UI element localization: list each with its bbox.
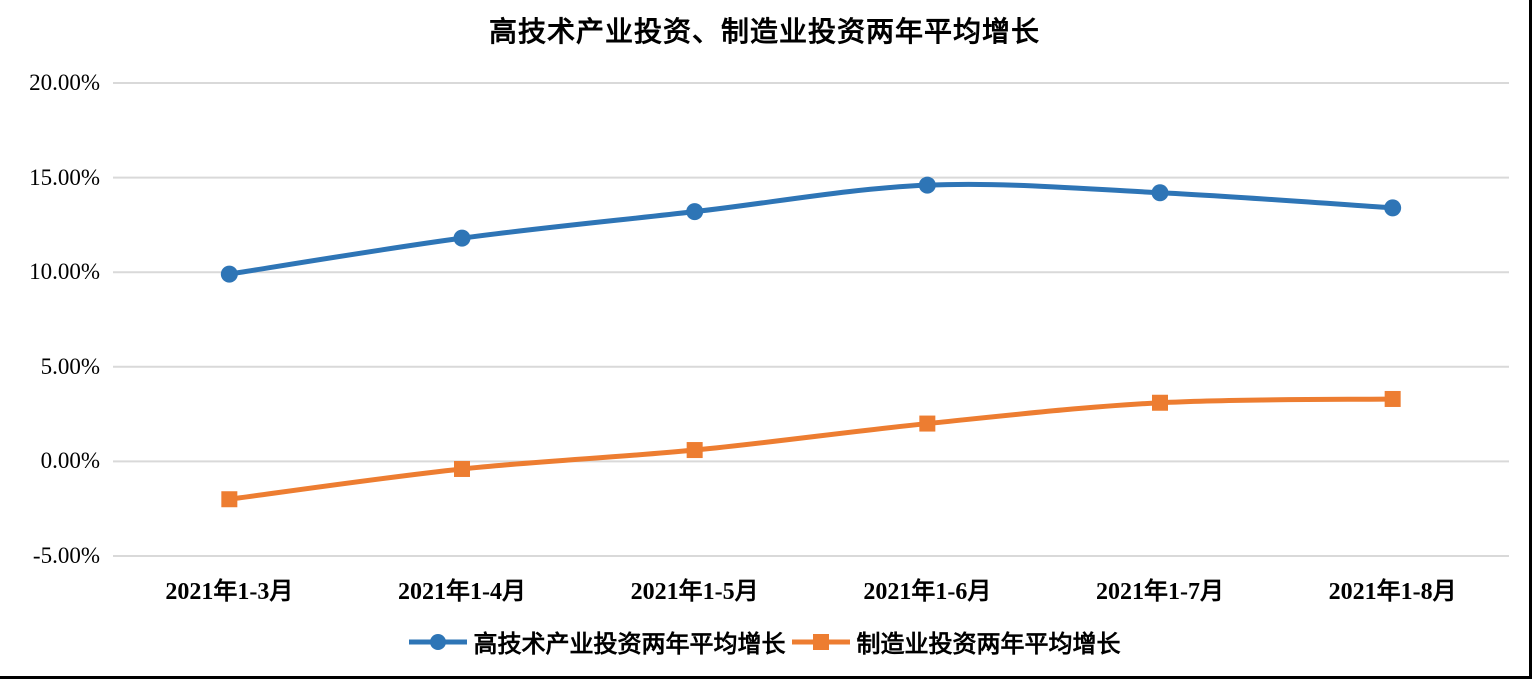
legend-item-manufacturing: 制造业投资两年平均增长: [791, 624, 1121, 659]
series-0-circle-marker-icon: [918, 176, 936, 194]
y-axis-tick-label: 10.00%: [29, 259, 100, 285]
x-axis-tick-label: 2021年1-5月: [630, 579, 759, 605]
series-line-0: [226, 181, 1396, 277]
series-0-circle-marker-icon: [1384, 199, 1402, 217]
y-axis-tick-label: 0.00%: [40, 448, 100, 474]
manufacturing-series-line-square-marker-icon: [791, 633, 850, 650]
series-1-square-marker-icon: [919, 415, 936, 432]
series-1-square-marker-icon: [1384, 390, 1401, 407]
y-axis-tick-label: 20.00%: [29, 70, 100, 95]
legend-item-hightech: 高技术产业投资两年平均增长: [408, 624, 786, 659]
x-axis-tick-label: 2021年1-7月: [1096, 579, 1224, 605]
series-0-circle-marker-icon: [453, 229, 471, 247]
x-axis-tick-label: 2021年1-4月: [398, 579, 526, 605]
series-0-circle-marker-icon: [1151, 184, 1169, 202]
series-0-circle-marker-icon: [220, 265, 238, 283]
chart-title: 高技术产业投资、制造业投资两年平均增长: [488, 17, 1040, 48]
legend-label-manufacturing: 制造业投资两年平均增长: [856, 632, 1121, 658]
y-axis-tick-label: 15.00%: [29, 164, 100, 190]
x-axis-tick-label: 2021年1-6月: [863, 579, 992, 605]
series-1-square-marker-icon: [686, 442, 703, 459]
series-1-square-marker-icon: [221, 491, 238, 508]
hightech-series-line-circle-marker-icon: [408, 633, 467, 650]
x-axis-tick-label: 2021年1-8月: [1328, 579, 1457, 605]
legend: 高技术产业投资两年平均增长 制造业投资两年平均增长: [0, 624, 1529, 659]
series-0-circle-marker-icon: [686, 203, 704, 221]
y-axis-tick-label: -5.00%: [32, 543, 100, 568]
series-line-1: [226, 396, 1396, 502]
x-axis-tick-label: 2021年1-3月: [165, 579, 294, 605]
legend-label-hightech: 高技术产业投资两年平均增长: [473, 632, 786, 658]
series-1-square-marker-icon: [454, 460, 470, 477]
series-1-square-marker-icon: [1152, 394, 1168, 411]
y-axis-tick-label: 5.00%: [40, 353, 100, 379]
